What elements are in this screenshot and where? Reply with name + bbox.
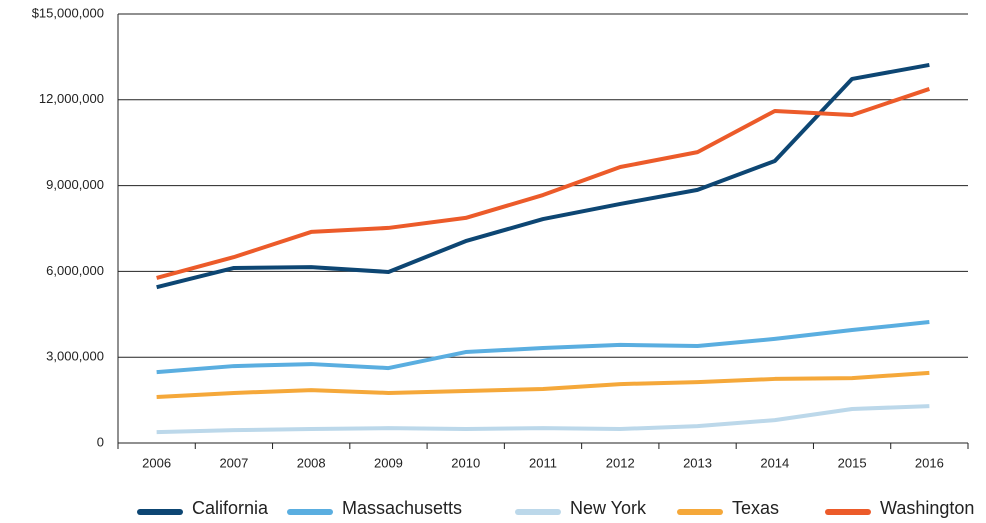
- x-tick-label: 2012: [606, 455, 635, 470]
- y-tick-label: $15,000,000: [32, 5, 104, 20]
- series-line: [156, 404, 930, 435]
- y-tick-label: 12,000,000: [39, 91, 104, 106]
- legend-label: California: [192, 498, 269, 518]
- x-tick-label: 2006: [142, 455, 171, 470]
- legend-label: Massachusetts: [342, 498, 462, 518]
- x-tick-label: 2013: [683, 455, 712, 470]
- x-tick-label: 2007: [219, 455, 248, 470]
- y-tick-label: 6,000,000: [46, 263, 104, 278]
- x-tick-label: 2014: [760, 455, 789, 470]
- series-line: [156, 370, 930, 399]
- series-line: [156, 320, 930, 375]
- legend-label: Texas: [732, 498, 779, 518]
- x-tick-label: 2009: [374, 455, 403, 470]
- x-tick-label: 2015: [838, 455, 867, 470]
- legend-label: Washington: [880, 498, 974, 518]
- x-tick-label: 2011: [529, 455, 557, 470]
- x-tick-label: 2008: [297, 455, 326, 470]
- legend-label: New York: [570, 498, 647, 518]
- series-line: [156, 62, 930, 290]
- y-tick-label: 0: [97, 434, 104, 449]
- x-tick-label: 2016: [915, 455, 944, 470]
- y-tick-label: 9,000,000: [46, 177, 104, 192]
- x-tick-label: 2010: [451, 455, 480, 470]
- y-tick-label: 3,000,000: [46, 349, 104, 364]
- series-line: [156, 87, 931, 280]
